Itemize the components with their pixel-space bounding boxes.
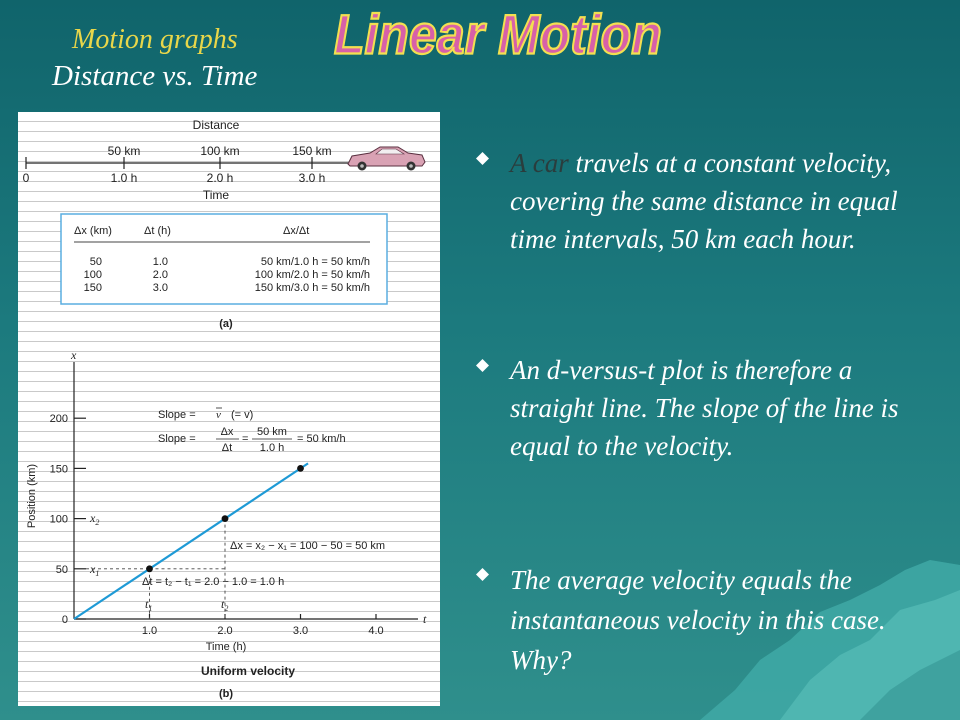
table-cell: 150 (84, 282, 102, 294)
position-time-chart: x t Position (km) Time (h) Uniform veloc… (26, 348, 427, 700)
slope-label-2: Slope = (158, 433, 196, 445)
x-axis-label: Time (h) (206, 641, 247, 653)
bullet-text: The average velocity equals the instanta… (510, 565, 886, 675)
table-cell: 50 km/1.0 h = 50 km/h (261, 256, 370, 268)
slope-frac-den: Δt (222, 442, 232, 454)
delta-x-annotation: Δx = x₂ − x₁ = 100 − 50 = 50 km (230, 540, 385, 552)
slope-label-1: Slope = (158, 409, 196, 421)
bullet-highlight: A car (510, 148, 569, 178)
y-tick-label: 200 (50, 413, 68, 425)
subtitle-motion-graphs: Motion graphs (72, 24, 238, 55)
equals-sign: = (242, 433, 248, 445)
x2-label: x2 (89, 511, 99, 527)
diamond-bullet-icon (476, 568, 489, 581)
t1-label: t1 (145, 597, 152, 613)
table-cell: 3.0 (153, 282, 168, 294)
time-label: 3.0 h (299, 171, 326, 185)
table-cell: 150 km/3.0 h = 50 km/h (255, 282, 370, 294)
table-header: Δx (km) (74, 225, 112, 237)
slide-title: Linear Motion (333, 2, 663, 67)
caption-a: (a) (219, 318, 233, 330)
delta-t-annotation: Δt = t₂ − t₁ = 2.0 − 1.0 = 1.0 h (142, 576, 284, 588)
y-axis-label: Position (km) (26, 464, 38, 528)
x-tick-label: 1.0 (142, 625, 157, 637)
x-tick-label: 4.0 (368, 625, 383, 637)
slope-v-equiv: (= v) (231, 409, 253, 421)
distance-label: 150 km (292, 144, 331, 158)
motion-figure: Distance 50 km 100 km 150 km 0 1.0 h 2.0… (18, 112, 440, 706)
y-tick-label: 150 (50, 463, 68, 475)
table-cell: 50 (90, 256, 102, 268)
distance-label: 100 km (200, 144, 239, 158)
time-label: 1.0 h (111, 171, 138, 185)
bullet-text: travels at a constant velocity, covering… (510, 148, 898, 254)
time-label: 2.0 h (207, 171, 234, 185)
t-symbol: t (423, 612, 427, 626)
t2-label: t2 (221, 597, 228, 613)
time-axis-title: Time (203, 188, 230, 202)
x-tick-label: 3.0 (293, 625, 308, 637)
bullet-text: An d-versus-t plot is therefore a straig… (510, 355, 899, 461)
zero-label: 0 (23, 171, 30, 185)
distance-axis-title: Distance (193, 118, 240, 132)
y-tick-label: 100 (50, 514, 68, 526)
subtitle-distance-vs-time: Distance vs. Time (52, 60, 258, 92)
caption-b: (b) (219, 688, 233, 700)
data-point (146, 565, 153, 573)
table-cell: 2.0 (153, 269, 168, 281)
table-cell: 100 (84, 269, 102, 281)
car-icon (347, 146, 426, 171)
chart-title: Uniform velocity (201, 664, 295, 678)
y-symbol: x (70, 348, 77, 362)
data-point (297, 465, 304, 472)
x-tick-label: 2.0 (217, 625, 232, 637)
slope-v-symbol: v (216, 409, 221, 421)
data-point (221, 515, 229, 522)
y-tick-label: 50 (56, 564, 68, 576)
velocity-line (73, 462, 309, 620)
table-header: Δx/Δt (283, 225, 309, 237)
table-cell: 1.0 (153, 256, 168, 268)
x1-label: x1 (89, 562, 99, 578)
slope-frac-num: Δx (221, 426, 234, 438)
slope-frac-den: 1.0 h (260, 442, 284, 454)
data-table-frame (60, 213, 388, 305)
diamond-bullet-icon (476, 152, 489, 165)
distance-label: 50 km (108, 144, 141, 158)
table-header: Δt (h) (144, 225, 171, 237)
slope-annotation: Slope = v (= v) Slope = Δx Δt = 50 km 1.… (158, 407, 346, 454)
diamond-bullet-icon (476, 359, 489, 372)
y-tick-label: 0 (62, 614, 68, 626)
table-cell: 100 km/2.0 h = 50 km/h (255, 269, 370, 281)
slope-frac-num: 50 km (257, 426, 287, 438)
slope-result: = 50 km/h (297, 433, 346, 445)
